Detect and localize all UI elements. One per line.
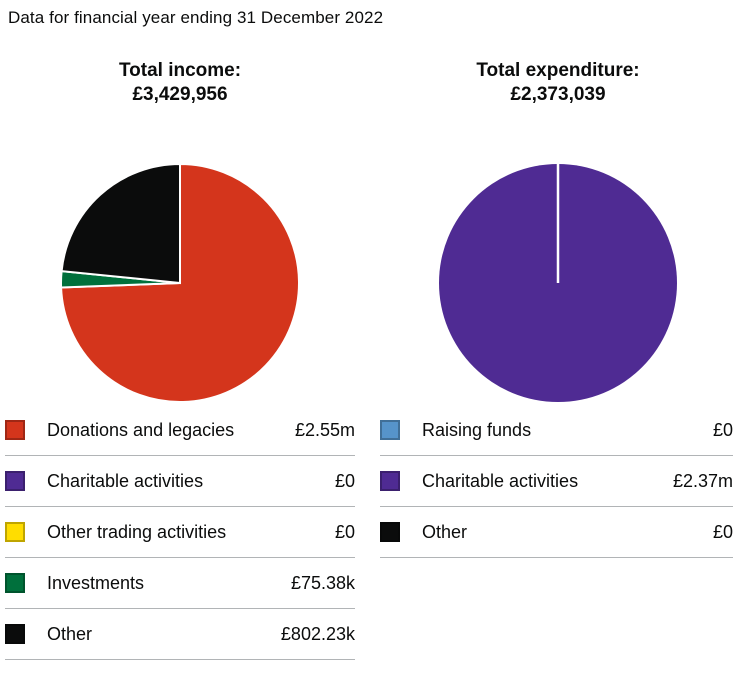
income-total-value: £3,429,956 <box>132 84 228 105</box>
expenditure-title-label: Total expenditure: <box>476 60 640 81</box>
financial-year-heading: Data for financial year ending 31 Decemb… <box>8 8 384 27</box>
income-legend: Donations and legacies £2.55m Charitable a… <box>5 405 355 660</box>
legend-value: £2.55m <box>294 419 355 440</box>
legend-item: Investments £75.38k <box>5 558 355 609</box>
legend-value: £0 <box>712 419 733 440</box>
legend-label: Other <box>422 521 468 542</box>
legend-value: £2.37m <box>672 470 733 491</box>
legend-swatch <box>5 522 25 542</box>
expenditure-total-value: £2,373,039 <box>510 84 606 105</box>
legend-value: £0 <box>712 521 733 542</box>
legend-value: £802.23k <box>280 623 355 644</box>
legend-item: Other £802.23k <box>5 609 355 660</box>
legend-swatch <box>5 420 25 440</box>
legend-label: Other trading activities <box>47 521 227 542</box>
legend-item: Charitable activities £0 <box>5 456 355 507</box>
legend-value: £0 <box>334 521 355 542</box>
legend-label: Investments <box>47 572 145 593</box>
expenditure-legend: Raising funds £0 Charitable activities £2.3… <box>380 405 733 558</box>
legend-value: £75.38k <box>290 572 355 593</box>
expenditure-chart-title: Total expenditure: £2,373,039 <box>408 59 708 107</box>
legend-swatch <box>380 522 400 542</box>
pie-slice-other <box>60 162 181 285</box>
legend-item: Other trading activities £0 <box>5 507 355 558</box>
income-title-label: Total income: <box>118 60 242 81</box>
expenditure-pie-chart <box>439 164 677 402</box>
legend-item: Charitable activities £2.37m <box>380 456 733 507</box>
legend-swatch <box>380 471 400 491</box>
legend-label: Donations and legacies <box>47 419 235 440</box>
income-chart-title: Total income: £3,429,956 <box>30 59 330 107</box>
legend-item: Other £0 <box>380 507 733 558</box>
legend-swatch <box>5 471 25 491</box>
legend-label: Other <box>47 623 93 644</box>
legend-label: Charitable activities <box>422 470 579 491</box>
legend-label: Raising funds <box>422 419 532 440</box>
legend-label: Charitable activities <box>47 470 204 491</box>
legend-swatch <box>5 624 25 644</box>
legend-value: £0 <box>334 470 355 491</box>
legend-swatch <box>380 420 400 440</box>
income-pie-chart <box>60 162 300 403</box>
legend-swatch <box>5 573 25 593</box>
legend-item: Raising funds £0 <box>380 405 733 456</box>
legend-item: Donations and legacies £2.55m <box>5 405 355 456</box>
